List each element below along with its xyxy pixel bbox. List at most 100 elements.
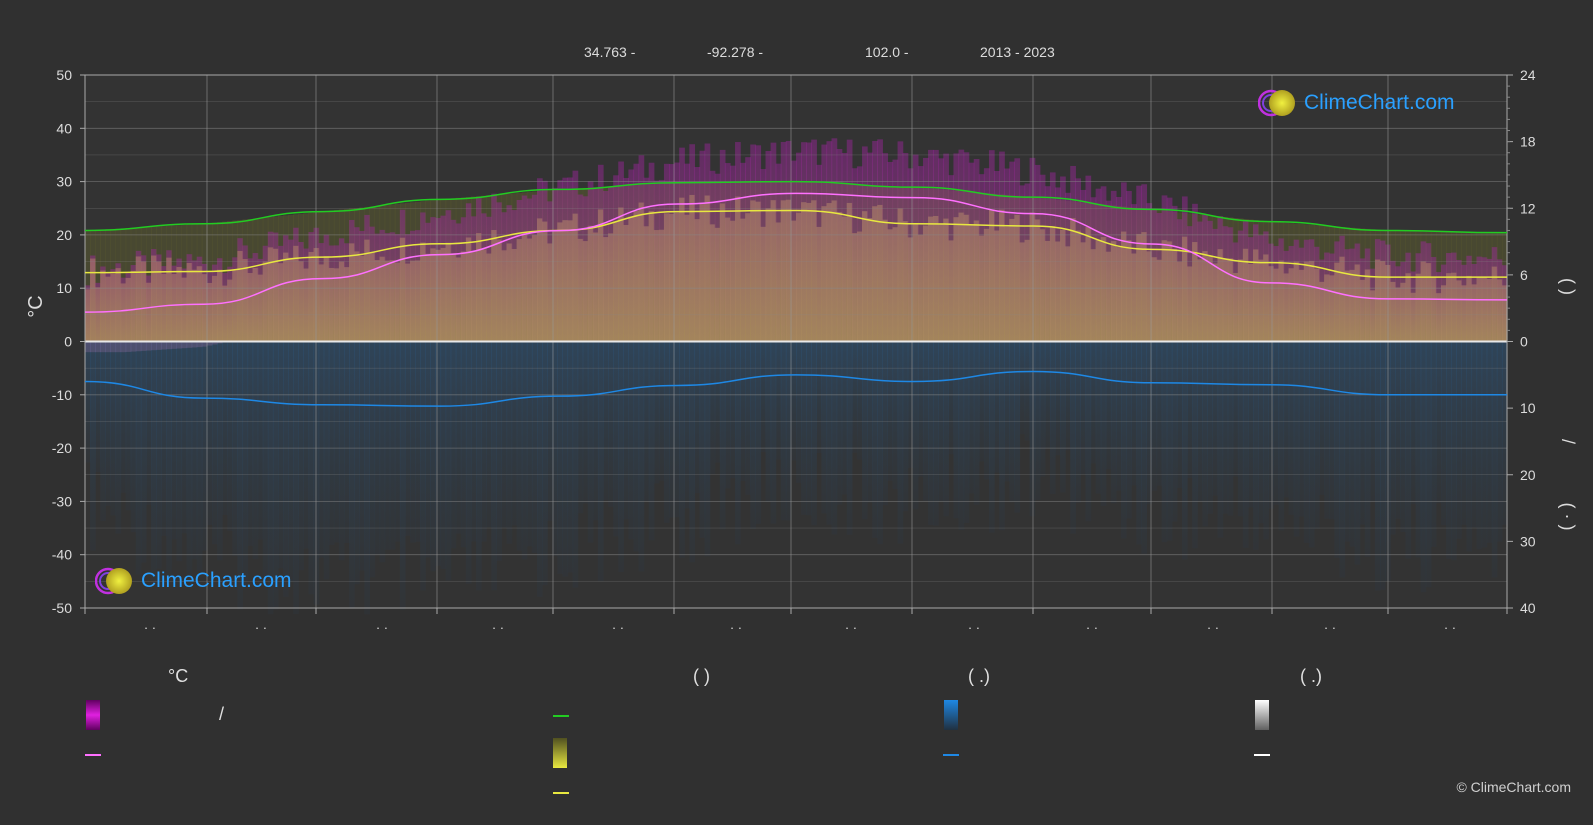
temp-range-band: [176, 258, 183, 349]
temp-range-band: [714, 173, 721, 342]
rain-band: [496, 341, 503, 561]
temp-range-band: [359, 230, 365, 342]
temp-range-band: [938, 158, 944, 342]
rain-band: [283, 341, 289, 597]
rain-band: [1329, 341, 1335, 520]
temp-range-band: [308, 232, 315, 342]
temp-range-band: [882, 153, 889, 342]
temp-range-band: [1339, 235, 1346, 342]
rain-band: [1451, 341, 1457, 561]
rain-band: [135, 341, 142, 575]
temp-range-band: [130, 265, 137, 352]
temp-range-band: [1049, 172, 1056, 342]
temp-range-band: [1156, 213, 1163, 342]
rain-band: [1232, 341, 1239, 477]
rain-band: [344, 341, 350, 544]
temp-range-band: [699, 150, 706, 342]
temp-range-band: [277, 245, 284, 342]
temp-range-band: [328, 245, 335, 342]
rain-band: [1100, 341, 1107, 506]
temp-range-band: [470, 216, 477, 342]
temp-range-band: [161, 266, 167, 350]
rain-band: [440, 341, 447, 570]
temp-range-band: [709, 170, 716, 342]
temp-range-band: [1303, 239, 1310, 342]
y-left-axis-label: °C: [25, 295, 47, 317]
rain-band: [531, 341, 538, 554]
temp-range-band: [430, 217, 437, 342]
rain-band: [85, 341, 91, 463]
temp-range-band: [597, 164, 604, 342]
rain-band: [1298, 341, 1305, 517]
temp-range-band: [369, 226, 376, 342]
rain-band: [430, 341, 437, 572]
rain-band: [501, 341, 508, 528]
temp-range-band: [1171, 205, 1178, 342]
rain-band: [247, 341, 254, 546]
x-tick-label: · ·: [1324, 620, 1336, 635]
temp-range-band: [1486, 258, 1493, 343]
rain-band: [410, 341, 416, 543]
rain-band: [191, 341, 198, 560]
temp-range-band: [1491, 247, 1498, 343]
temp-range-band: [826, 141, 833, 342]
temp-range-band: [1095, 188, 1102, 342]
temp-range-band: [1044, 186, 1051, 342]
temp-range-band: [465, 203, 472, 342]
rain-band: [542, 341, 548, 586]
temp-range-band: [1359, 258, 1366, 342]
rain-band: [222, 341, 228, 515]
rain-band: [618, 341, 624, 573]
temp-range-band: [491, 193, 497, 342]
rain-band: [1440, 341, 1447, 526]
temp-range-band: [1247, 237, 1254, 342]
rain-band: [151, 341, 157, 584]
rain-band: [1126, 341, 1132, 519]
temp-range-band: [1324, 252, 1330, 342]
temp-range-band: [1192, 203, 1198, 342]
rain-band: [867, 341, 873, 503]
rain-band: [1278, 341, 1285, 531]
rain-band: [552, 341, 558, 556]
legend-swatch-rain-line: [943, 754, 959, 756]
temp-range-band: [1400, 261, 1407, 342]
temp-range-band: [1308, 239, 1315, 342]
legend-swatch-rain: [944, 700, 958, 730]
temp-range-band: [821, 144, 828, 342]
rain-band: [1405, 341, 1412, 559]
temp-range-band: [653, 180, 660, 342]
temp-range-band: [811, 139, 817, 342]
temp-range-band: [1176, 219, 1183, 342]
temp-range-band: [770, 142, 777, 342]
temp-range-band: [846, 139, 853, 342]
y-right-top-tick-label: 18: [1520, 134, 1536, 150]
rain-band: [364, 341, 370, 615]
temp-range-band: [171, 265, 178, 349]
rain-band: [887, 341, 894, 481]
y-left-tick-label: 20: [56, 227, 72, 243]
temp-range-band: [389, 232, 396, 342]
rain-band: [831, 341, 838, 535]
temp-range-band: [1314, 246, 1320, 342]
rain-band: [161, 341, 167, 536]
temp-range-band: [608, 187, 614, 342]
x-tick-label: · ·: [1444, 620, 1456, 635]
temp-range-band: [1501, 265, 1508, 343]
rain-band: [1166, 341, 1173, 541]
temp-range-band: [663, 163, 670, 342]
rain-band: [1181, 341, 1188, 560]
temp-range-band: [1075, 178, 1081, 342]
rain-band: [674, 341, 680, 518]
rain-band: [669, 341, 675, 518]
temp-range-band: [338, 238, 345, 342]
temp-range-band: [1496, 259, 1503, 343]
temp-range-band: [1349, 248, 1356, 342]
rain-band: [425, 341, 431, 558]
temp-range-band: [999, 151, 1005, 342]
temp-range-band: [1065, 192, 1071, 342]
rain-band: [486, 341, 492, 528]
temp-range-band: [1390, 260, 1396, 342]
rain-band: [277, 341, 284, 569]
rain-band: [841, 341, 848, 495]
rain-band: [1496, 341, 1503, 542]
